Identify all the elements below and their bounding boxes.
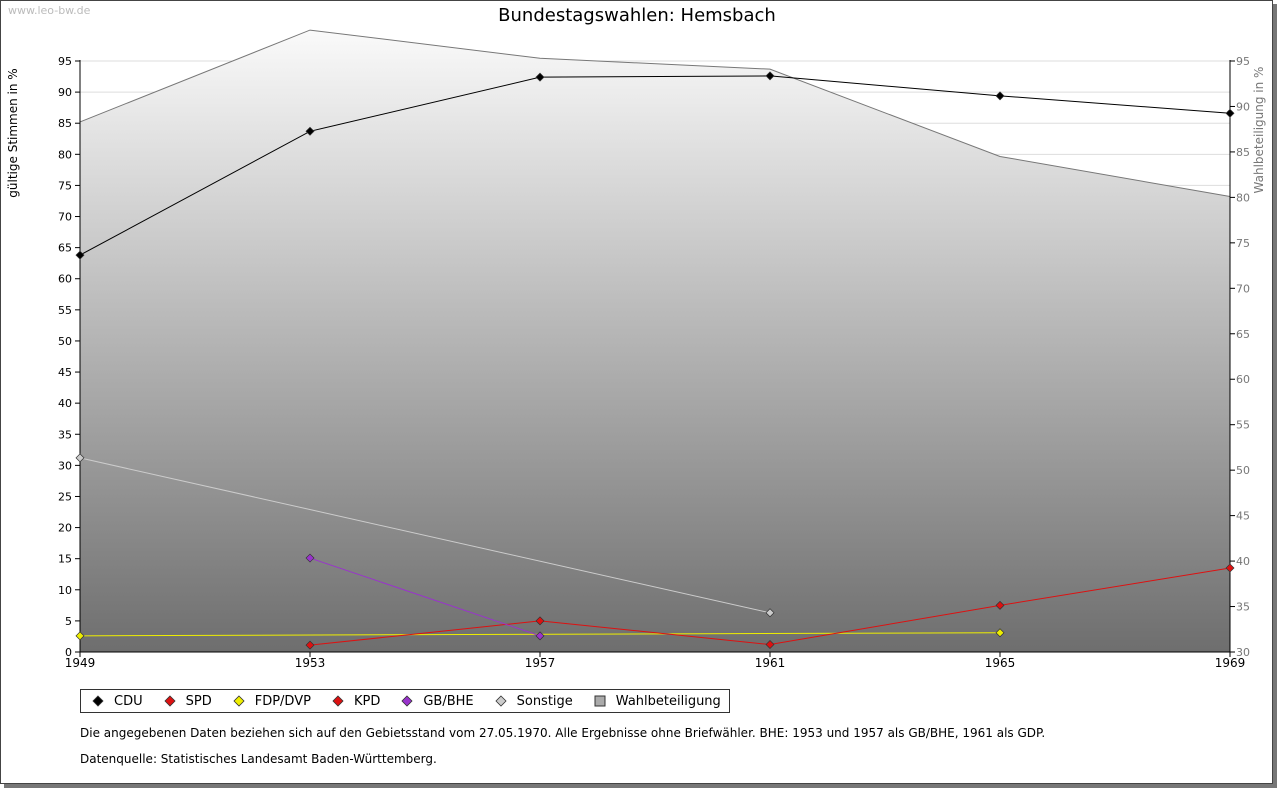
x-tick-label: 1965 [985,656,1016,670]
point-cdu [765,71,775,81]
legend-swatch [594,695,606,707]
y2-tick-label: 70 [1236,282,1250,295]
diamond-marker-icon [233,695,245,707]
y-tick-label: 90 [58,86,72,99]
y-tick-label: 40 [58,397,72,410]
point-sonstige [765,608,775,618]
legend-swatch [233,695,245,707]
diamond-marker-icon [495,695,507,707]
series-line-cdu [79,75,1231,256]
series-line-gb-bhe [309,557,541,637]
data-source-note: Datenquelle: Statistisches Landesamt Bad… [80,752,437,766]
y-tick-label: 30 [58,459,72,472]
legend-swatch [92,695,104,707]
y-tick-label: 45 [58,366,72,379]
legend-item-kpd: KPD [327,694,380,709]
legend-swatch [164,695,176,707]
data-note: Die angegebenen Daten beziehen sich auf … [80,726,1046,740]
point-kpd [305,640,315,650]
legend-label: SPD [185,693,212,709]
y2-tick-label: 80 [1236,191,1250,204]
y2-tick-label: 85 [1236,146,1250,159]
y2-tick-label: 40 [1236,555,1250,568]
point-gb-bhe [305,553,315,563]
point-gb-bhe [535,631,545,641]
y-tick-label: 25 [58,490,72,503]
y2-tick-label: 50 [1236,464,1250,477]
x-tick-label: 1953 [295,656,326,670]
y2-tick-label: 35 [1236,601,1250,614]
legend-label: KPD [353,693,381,709]
y-tick-label: 35 [58,428,72,441]
legend-swatch [401,695,413,707]
y-tick-label: 95 [58,55,72,68]
point-kpd [765,640,775,650]
legend-label: GB/BHE [423,693,474,709]
y2-axis-label: Wahlbeteiligung in % [1252,67,1266,194]
x-tick-label: 1949 [65,656,96,670]
y-tick-label: 85 [58,117,72,130]
legend-label: FDP/DVP [254,693,311,709]
y2-tick-label: 75 [1236,237,1250,250]
y-tick-label: 10 [58,584,72,597]
legend-swatch [495,695,507,707]
diamond-marker-icon [332,695,344,707]
point-cdu [995,91,1005,101]
point-sonstige [75,453,85,463]
point-kpd [535,616,545,626]
y2-tick-label: 90 [1236,100,1250,113]
legend-item-sonstige: Sonstige [490,694,573,709]
point-fdp-dvp [75,631,85,641]
x-tick-label: 1961 [755,656,786,670]
series-line-sonstige [79,457,771,614]
legend-label: CDU [114,693,143,709]
y-axis-label: gültige Stimmen in % [6,68,20,197]
legend-swatch [332,695,344,707]
turnout-area [80,30,1230,652]
y2-tick-label: 30 [1236,646,1250,659]
legend-item-fdp-dvp: FDP/DVP [228,694,311,709]
y-tick-label: 15 [58,553,72,566]
y2-tick-label: 45 [1236,510,1250,523]
x-tick-label: 1969 [1215,656,1246,670]
point-cdu [305,126,315,136]
legend-item-gb-bhe: GB/BHE [396,693,474,709]
watermark: www.leo-bw.de [8,4,91,17]
point-cdu [1225,108,1235,118]
y2-tick-label: 55 [1236,419,1250,432]
x-tick-label: 1957 [525,656,556,670]
diamond-marker-icon [92,695,104,707]
legend-item-cdu: CDU [87,694,143,709]
y2-tick-label: 95 [1236,55,1250,68]
point-kpd [995,600,1005,610]
point-cdu [75,250,85,260]
y-tick-label: 70 [58,211,72,224]
y2-tick-label: 65 [1236,328,1250,341]
y-tick-label: 0 [65,646,72,659]
y-tick-label: 80 [58,148,72,161]
legend-item-spd: SPD [159,694,212,709]
legend-label: Wahlbeteiligung [615,693,721,709]
legend-item-wahlbeteiligung: Wahlbeteiligung [589,694,721,709]
y-tick-label: 60 [58,273,72,286]
turnout-line [79,29,1231,197]
chart-title: Bundestagswahlen: Hemsbach [498,5,776,26]
diamond-marker-icon [164,695,176,707]
legend-label: Sonstige [516,693,573,709]
y-tick-label: 5 [65,615,72,628]
legend: CDU SPD FDP/DVP KPD GB/BHE Sonstige Wahlbeteil… [80,689,730,713]
y2-tick-label: 60 [1236,373,1250,386]
y-tick-label: 55 [58,304,72,317]
diamond-marker-icon [401,695,413,707]
point-fdp-dvp [995,628,1005,638]
point-kpd [1225,563,1235,573]
y-tick-label: 50 [58,335,72,348]
y-tick-label: 20 [58,522,72,535]
square-marker-icon [594,695,606,707]
y-tick-label: 75 [58,179,72,192]
point-cdu [535,72,545,82]
y-tick-label: 65 [58,242,72,255]
